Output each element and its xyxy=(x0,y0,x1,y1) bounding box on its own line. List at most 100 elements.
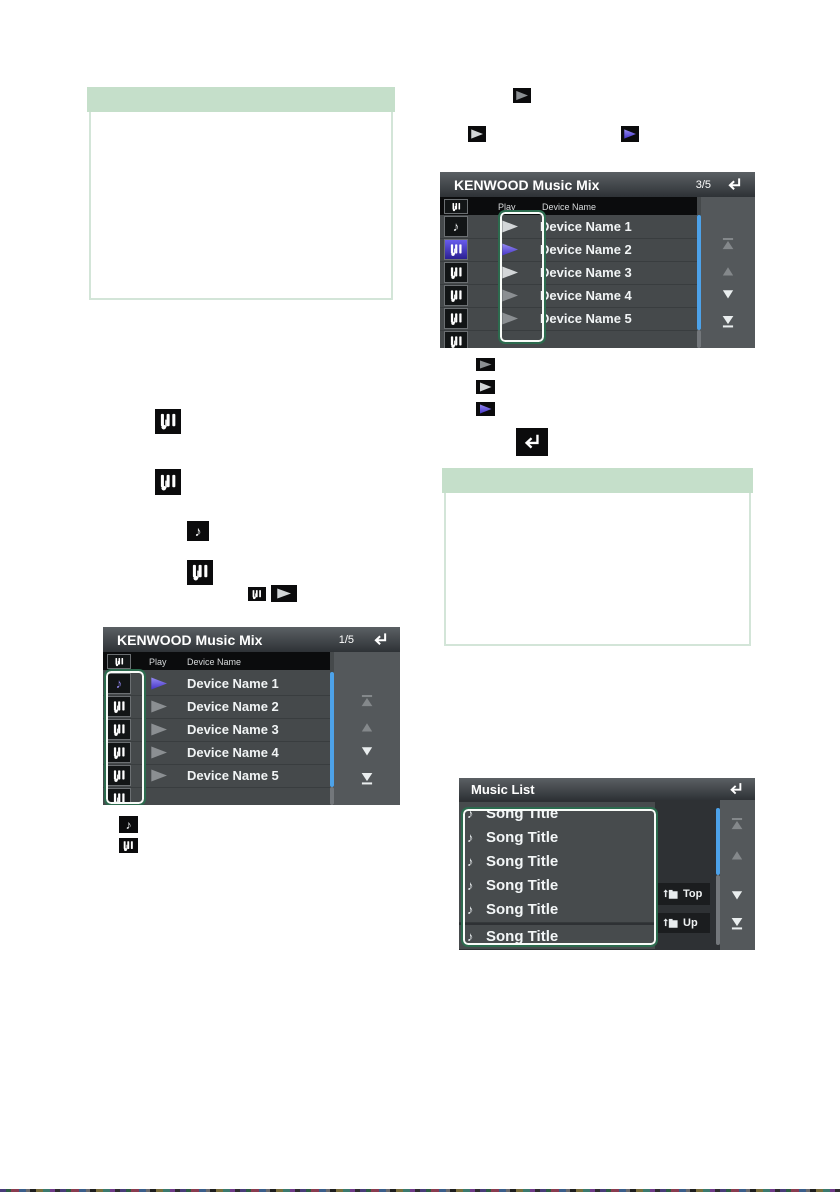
screen-title: Music List xyxy=(471,782,535,797)
note-glyph: ♪ xyxy=(125,817,132,832)
back-button[interactable] xyxy=(366,629,394,650)
scroll-up-icon[interactable] xyxy=(722,267,734,276)
kenwood-music-mix-glyph xyxy=(252,589,261,599)
page-indicator: 3/5 xyxy=(695,179,711,191)
play-button[interactable] xyxy=(151,677,167,690)
scroll-bottom-icon[interactable] xyxy=(360,773,374,785)
kenwood-music-mix-icon xyxy=(248,587,266,601)
top-button-label: Top xyxy=(683,888,703,900)
kenwood-music-mix-glyph xyxy=(113,700,125,713)
play-icon xyxy=(476,358,495,371)
scroll-top-icon[interactable] xyxy=(360,695,374,707)
scroll-up-icon[interactable] xyxy=(731,851,743,860)
scroll-down-icon[interactable] xyxy=(361,747,373,756)
back-arrow-icon xyxy=(524,434,539,449)
song-row[interactable]: ♪ Song Title xyxy=(459,850,655,875)
kenwood-music-mix-glyph xyxy=(452,202,460,211)
play-triangle-icon xyxy=(479,404,492,414)
play-triangle-icon xyxy=(277,588,291,599)
scroll-bottom-icon[interactable] xyxy=(730,918,744,930)
scroll-top-icon[interactable] xyxy=(721,238,735,250)
kenwood-music-mix-glyph xyxy=(113,723,125,736)
device-row[interactable]: Device Name 5 xyxy=(103,764,330,788)
music-note-icon: ♪ xyxy=(467,878,474,893)
kenwood-music-mix-icon xyxy=(107,765,131,786)
screen-title: KENWOOD Music Mix xyxy=(454,177,600,193)
back-arrow-icon xyxy=(727,178,740,191)
play-button[interactable] xyxy=(151,769,167,782)
play-button[interactable] xyxy=(151,746,167,759)
device-row[interactable]: Device Name 2 xyxy=(440,238,697,262)
screen-title: KENWOOD Music Mix xyxy=(117,632,263,648)
kenwood-music-mix-glyph xyxy=(160,474,175,490)
play-button[interactable] xyxy=(502,220,518,233)
scroll-down-icon[interactable] xyxy=(722,290,734,299)
play-button[interactable] xyxy=(151,700,167,713)
scroll-down-icon[interactable] xyxy=(731,891,743,900)
kenwood-music-mix-glyph xyxy=(113,746,125,759)
device-name: Device Name 5 xyxy=(540,311,632,326)
back-button[interactable] xyxy=(720,174,748,195)
device-row-partial xyxy=(103,787,330,805)
scrollbar[interactable] xyxy=(330,672,334,787)
kenwood-music-mix-icon xyxy=(107,696,131,717)
play-button[interactable] xyxy=(151,723,167,736)
song-row-partial[interactable]: ♪ Song Title xyxy=(459,925,655,949)
scrollbar[interactable] xyxy=(716,808,720,875)
song-row[interactable]: ♪ Song Title xyxy=(459,874,655,899)
column-header-play: Play xyxy=(149,657,167,667)
titlebar xyxy=(103,627,400,652)
scrollbar[interactable] xyxy=(697,215,701,330)
song-row[interactable]: ♪ Song Title xyxy=(459,898,655,923)
play-icon xyxy=(476,380,495,394)
kenwood-music-mix-icon xyxy=(444,199,468,214)
column-header-device: Device Name xyxy=(542,202,597,212)
kenwood-music-mix-icon xyxy=(444,239,468,260)
song-title: Song Title xyxy=(486,928,559,945)
kenwood-music-mix-icon xyxy=(107,788,131,805)
device-name: Device Name 3 xyxy=(187,722,279,737)
play-button[interactable] xyxy=(502,312,518,325)
kenwood-music-mix-glyph xyxy=(113,769,125,782)
list-header: Play Device Name xyxy=(103,652,330,670)
play-triangle-icon xyxy=(479,382,492,392)
scroll-bottom-icon[interactable] xyxy=(721,316,735,328)
device-row[interactable]: Device Name 4 xyxy=(103,741,330,765)
song-title: Song Title xyxy=(486,829,559,846)
song-title: Song Title xyxy=(486,877,559,894)
note-box-header-band xyxy=(442,468,753,493)
scroll-top-icon[interactable] xyxy=(730,818,744,830)
device-row[interactable]: Device Name 4 xyxy=(440,284,697,308)
kenwood-music-mix-icon xyxy=(155,469,181,495)
back-arrow-icon xyxy=(373,633,386,646)
page-edge-artifact xyxy=(0,1189,840,1192)
music-note-icon: ♪ xyxy=(467,902,474,917)
device-row[interactable]: ♪ Device Name 1 xyxy=(440,215,697,239)
music-note-icon: ♪ xyxy=(467,929,474,944)
back-button-icon xyxy=(516,428,548,456)
play-triangle-icon xyxy=(479,360,492,369)
scroll-up-icon[interactable] xyxy=(361,723,373,732)
top-button[interactable]: Top xyxy=(656,883,710,905)
device-row-partial xyxy=(440,330,697,348)
song-row[interactable]: ♪ Song Title xyxy=(459,826,655,851)
device-row[interactable]: Device Name 3 xyxy=(103,718,330,742)
play-button[interactable] xyxy=(502,289,518,302)
play-icon xyxy=(468,126,486,142)
up-button[interactable]: Up xyxy=(656,913,710,933)
play-button[interactable] xyxy=(502,243,518,256)
kenwood-music-mix-glyph xyxy=(450,243,462,256)
device-row[interactable]: ♪ Device Name 1 xyxy=(103,672,330,696)
device-row[interactable]: Device Name 5 xyxy=(440,307,697,331)
device-row[interactable]: Device Name 3 xyxy=(440,261,697,285)
device-name: Device Name 1 xyxy=(187,676,279,691)
play-triangle-icon xyxy=(624,129,636,139)
device-row[interactable]: Device Name 2 xyxy=(103,695,330,719)
song-row[interactable]: ♪ Song Title xyxy=(459,802,655,827)
page-indicator: 1/5 xyxy=(338,634,354,646)
back-button[interactable] xyxy=(723,779,749,799)
device-name: Device Name 4 xyxy=(540,288,632,303)
play-button[interactable] xyxy=(502,266,518,279)
device-name: Device Name 2 xyxy=(540,242,632,257)
